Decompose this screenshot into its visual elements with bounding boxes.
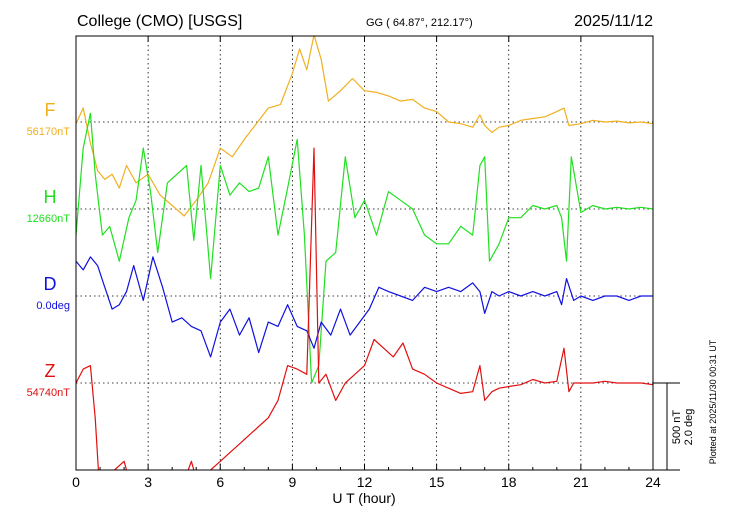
x-tick-label: 9 bbox=[288, 474, 296, 490]
plotted-at-note: Plotted at 2025/11/30 00:31 UT bbox=[708, 339, 718, 464]
series-name-D: D bbox=[44, 274, 57, 294]
scale-bar: 500 nT 2.0 deg bbox=[653, 382, 695, 471]
chart-title: College (CMO) [USGS] bbox=[77, 13, 242, 30]
x-axis-ticks: 0 3 6 9 12 15 18 21 24 bbox=[72, 36, 661, 490]
x-tick-label: 3 bbox=[144, 474, 152, 490]
series-labels: F 56170nT H 12660nT D 0.0deg Z 54740nT bbox=[27, 100, 71, 399]
series-baseline-Z: 54740nT bbox=[27, 387, 71, 399]
series-baseline-H: 12660nT bbox=[27, 213, 71, 225]
x-tick-label: 18 bbox=[501, 474, 517, 490]
series-name-Z: Z bbox=[45, 361, 56, 381]
traces bbox=[76, 36, 653, 470]
series-name-F: F bbox=[45, 100, 56, 120]
x-tick-label: 12 bbox=[357, 474, 373, 490]
station-coordinates: GG ( 64.87°, 212.17°) bbox=[366, 17, 473, 29]
series-name-H: H bbox=[44, 187, 57, 207]
series-line-Z bbox=[76, 147, 653, 470]
grid-lines bbox=[76, 36, 653, 470]
series-baseline-D: 0.0deg bbox=[36, 300, 70, 312]
x-tick-label: 15 bbox=[429, 474, 445, 490]
chart-date: 2025/11/12 bbox=[574, 13, 653, 30]
x-tick-label: 21 bbox=[573, 474, 589, 490]
scale-bar-nt-label: 500 nT bbox=[671, 410, 683, 445]
series-baseline-F: 56170nT bbox=[27, 126, 71, 138]
scale-bar-deg-label: 2.0 deg bbox=[683, 409, 695, 446]
x-tick-label: 24 bbox=[645, 474, 661, 490]
series-line-H bbox=[76, 112, 653, 384]
x-axis-label: U T (hour) bbox=[332, 490, 395, 506]
series-line-F bbox=[76, 36, 653, 217]
x-tick-label: 6 bbox=[216, 474, 224, 490]
series-line-D bbox=[76, 256, 653, 358]
x-tick-label: 0 bbox=[72, 474, 80, 490]
